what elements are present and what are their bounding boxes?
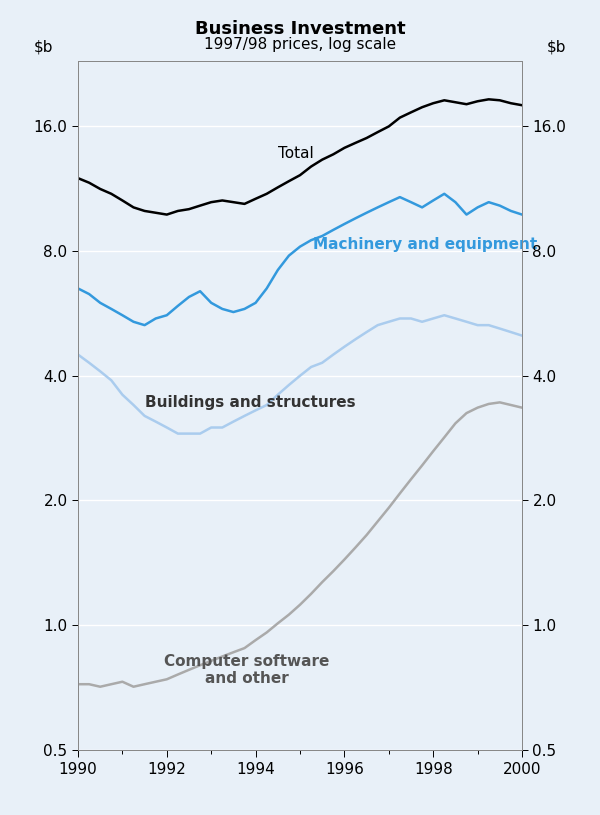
Text: $b: $b: [34, 39, 53, 55]
Text: Business Investment: Business Investment: [194, 20, 406, 38]
Text: Total: Total: [278, 146, 314, 161]
Text: Buildings and structures: Buildings and structures: [145, 395, 355, 410]
Text: 1997/98 prices, log scale: 1997/98 prices, log scale: [204, 37, 396, 51]
Text: Machinery and equipment: Machinery and equipment: [313, 237, 538, 252]
Text: Computer software
and other: Computer software and other: [164, 654, 329, 686]
Text: $b: $b: [547, 39, 566, 55]
